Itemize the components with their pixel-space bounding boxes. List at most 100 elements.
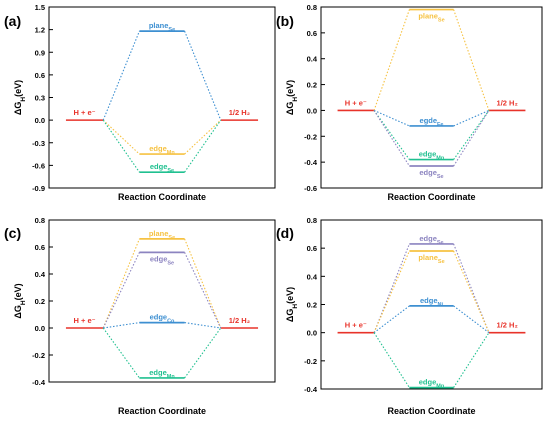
y-tick-label: 0.4 [35,270,46,279]
y-tick-label: 0.2 [35,297,45,306]
series-connector [373,250,410,333]
chart-panel-a: -0.9 -0.6 -0.3 0.0 0.3 0.6 0.9 1.2 1.5 ΔGH(eV) Rea… [13,3,276,202]
y-tick-label: -0.6 [304,184,317,193]
panel-label: (a) [4,13,21,29]
y-axis-label: ΔGH(eV) [13,80,27,115]
state-label: edgeSe [419,234,443,246]
state-label: edgeMn [149,368,175,380]
y-axis-label: ΔGH(eV) [13,283,27,318]
x-axis-label: Reaction Coordinate [387,406,475,416]
y-axis-label: ΔGH(eV) [285,80,299,115]
initial-state-label: H + e⁻ [345,321,367,330]
y-tick-label: 1.5 [35,3,45,12]
y-tick-label: -0.4 [304,158,318,167]
series-connector [453,332,490,388]
series-connector [453,250,490,333]
state-label: edgeSe [419,168,443,180]
series-connector [102,30,140,121]
state-label: planeSe [149,21,175,33]
y-tick-label: -0.4 [32,378,46,387]
series-connector [373,110,410,160]
initial-state-label: H + e⁻ [74,108,96,117]
y-tick-label: 0.8 [307,216,317,225]
series-connector [184,119,222,155]
series-connector [453,9,490,111]
y-tick-label: 0.0 [307,106,317,115]
series-connector [102,119,140,173]
final-state-label: 1/2 H₂ [229,108,250,117]
y-tick-label: 0.0 [307,329,317,338]
y-tick-label: 0.6 [307,244,317,253]
state-label: edgeMn [419,150,445,162]
series-connector [103,322,140,329]
y-tick-label: 0.2 [307,301,317,310]
series-connector [184,252,222,329]
plot-frame [48,219,276,383]
state-label: edgeMn [149,144,175,156]
x-axis-label: Reaction Coordinate [387,192,475,202]
series-connector [102,252,140,329]
state-label: planeSe [149,229,175,241]
plot-frame [320,6,543,189]
state-label: edgeNi [420,296,443,308]
state-label: egdeFe [420,116,444,128]
series-connector [184,322,221,329]
chart-panel-c: -0.4 -0.2 0.0 0.2 0.4 0.6 0.8 ΔGH(eV) Reaction C… [13,216,276,416]
series-connector [453,243,490,333]
state-label: edgeMn [419,378,445,390]
y-tick-label: 0.6 [307,29,317,38]
y-axis-label: ΔGH(eV) [285,287,299,322]
series-connector [373,110,410,167]
y-tick-label: -0.4 [304,385,318,394]
y-tick-label: 0.8 [35,216,45,225]
y-tick-label: 0.4 [307,272,318,281]
y-tick-label: -0.3 [32,139,45,148]
state-label: edgeCo [150,313,175,325]
series-connector [373,109,410,127]
panel-label: (b) [276,13,294,29]
series-connector [184,238,222,329]
initial-state-label: H + e⁻ [345,98,367,107]
plot-frame [48,6,276,189]
y-tick-label: -0.2 [32,351,45,360]
series-connector [184,327,222,379]
panel-label: (c) [4,225,21,241]
series-connector [453,305,490,334]
x-axis-label: Reaction Coordinate [118,406,206,416]
panel-label: (d) [276,225,294,241]
final-state-label: 1/2 H₂ [497,321,518,330]
series-connector [184,30,222,121]
final-state-label: 1/2 H₂ [497,98,518,107]
state-label: edgeSe [150,162,174,174]
y-tick-label: 0.6 [35,71,45,80]
final-state-label: 1/2 H₂ [229,316,250,325]
chart-panel-b: -0.6 -0.4 -0.2 0.0 0.2 0.4 0.6 0.8 ΔGH(eV) Reacti… [285,3,543,202]
x-axis-label: Reaction Coordinate [118,192,206,202]
state-label: edgeSe [150,254,174,266]
series-connector [102,238,140,329]
series-connector [102,327,140,379]
series-connector [453,110,490,167]
series-connector [373,9,410,111]
y-tick-label: -0.2 [304,132,317,141]
y-tick-label: 1.2 [35,26,45,35]
series-connector [102,119,140,155]
y-tick-label: 0.0 [35,116,45,125]
y-tick-label: 0.8 [307,3,317,12]
y-tick-label: 0.0 [35,324,45,333]
y-tick-label: -0.9 [32,184,45,193]
series-connector [373,305,410,334]
y-tick-label: -0.2 [304,357,317,366]
series-connector [373,243,410,333]
y-tick-label: 0.9 [35,48,45,57]
y-tick-label: 0.6 [35,243,45,252]
series-connector [373,332,410,388]
state-label: planeSe [418,12,444,24]
y-tick-label: 0.3 [35,94,45,103]
series-connector [453,110,490,160]
y-tick-label: -0.6 [32,161,45,170]
series-connector [184,119,222,173]
state-label: planeSe [418,253,444,265]
chart-panel-d: -0.4 -0.2 0.0 0.2 0.4 0.6 0.8 ΔGH(eV) Reaction C… [285,216,543,416]
